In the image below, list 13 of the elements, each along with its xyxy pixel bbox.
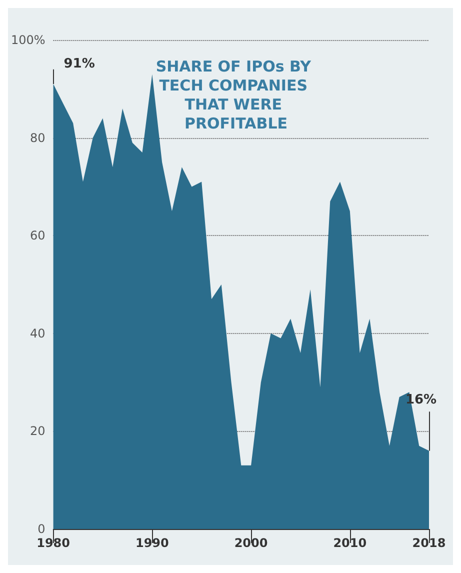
text: SHARE OF IPOs BY TECH COMPANIES THAT WERE PROFITABLE [156, 58, 316, 132]
y-tick-label: 0 [38, 522, 46, 536]
x-tick-label: 2000 [234, 536, 268, 550]
y-tick-label: 100% [10, 33, 46, 47]
y-tick-label: 60 [30, 228, 46, 243]
annotation: 91% [64, 56, 95, 72]
y-tick-label: 40 [30, 326, 46, 340]
x-tick-label: 2018 [412, 536, 446, 550]
y-tick-label: 20 [30, 424, 46, 438]
x-tick-label: 1980 [36, 536, 70, 550]
y-tick-label: 80 [30, 130, 46, 145]
x-tick-label: 1990 [135, 536, 169, 550]
x-tick-label: 2010 [333, 536, 367, 550]
